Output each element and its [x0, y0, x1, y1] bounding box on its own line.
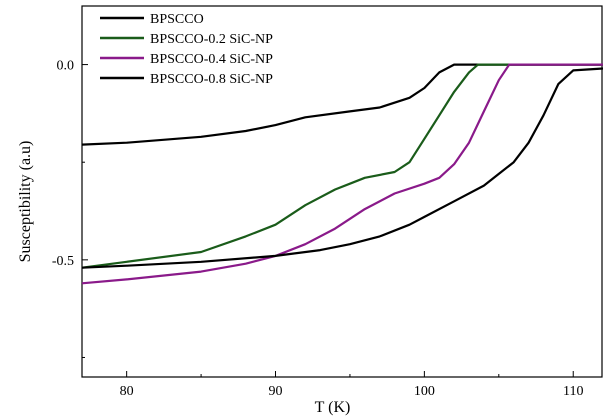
legend-label-1: BPSCCO: [150, 12, 204, 27]
x-tick-label: 80: [120, 384, 134, 399]
series-line-4: [81, 67, 603, 269]
legend: BPSCCO BPSCCO-0.2 SiC-NP BPSCCO-0.4 SiC-NP…: [100, 12, 273, 87]
y-tick-label: -0.5: [52, 254, 74, 269]
series-layer: [81, 63, 603, 285]
y-axis-title: Susceptibility (a.u): [17, 141, 34, 263]
series-line-1: [81, 63, 603, 146]
legend-label-2: BPSCCO-0.2 SiC-NP: [150, 32, 273, 47]
y-tick-label: 0.0: [57, 59, 75, 74]
x-tick-label: 110: [563, 384, 583, 399]
series-line-3: [81, 63, 603, 285]
x-tick-label: 100: [414, 384, 435, 399]
x-tick-label: 90: [269, 384, 283, 399]
plot-frame: [81, 5, 603, 378]
series-line-2: [81, 63, 603, 269]
legend-label-3: BPSCCO-0.4 SiC-NP: [150, 52, 273, 67]
plot-area: 80 90 100 110 0.0 -0.5: [52, 5, 603, 399]
legend-label-4: BPSCCO-0.8 SiC-NP: [150, 72, 273, 87]
x-axis-title: T (K): [315, 399, 351, 416]
ticks-layer: 80 90 100 110 0.0 -0.5: [52, 59, 584, 399]
